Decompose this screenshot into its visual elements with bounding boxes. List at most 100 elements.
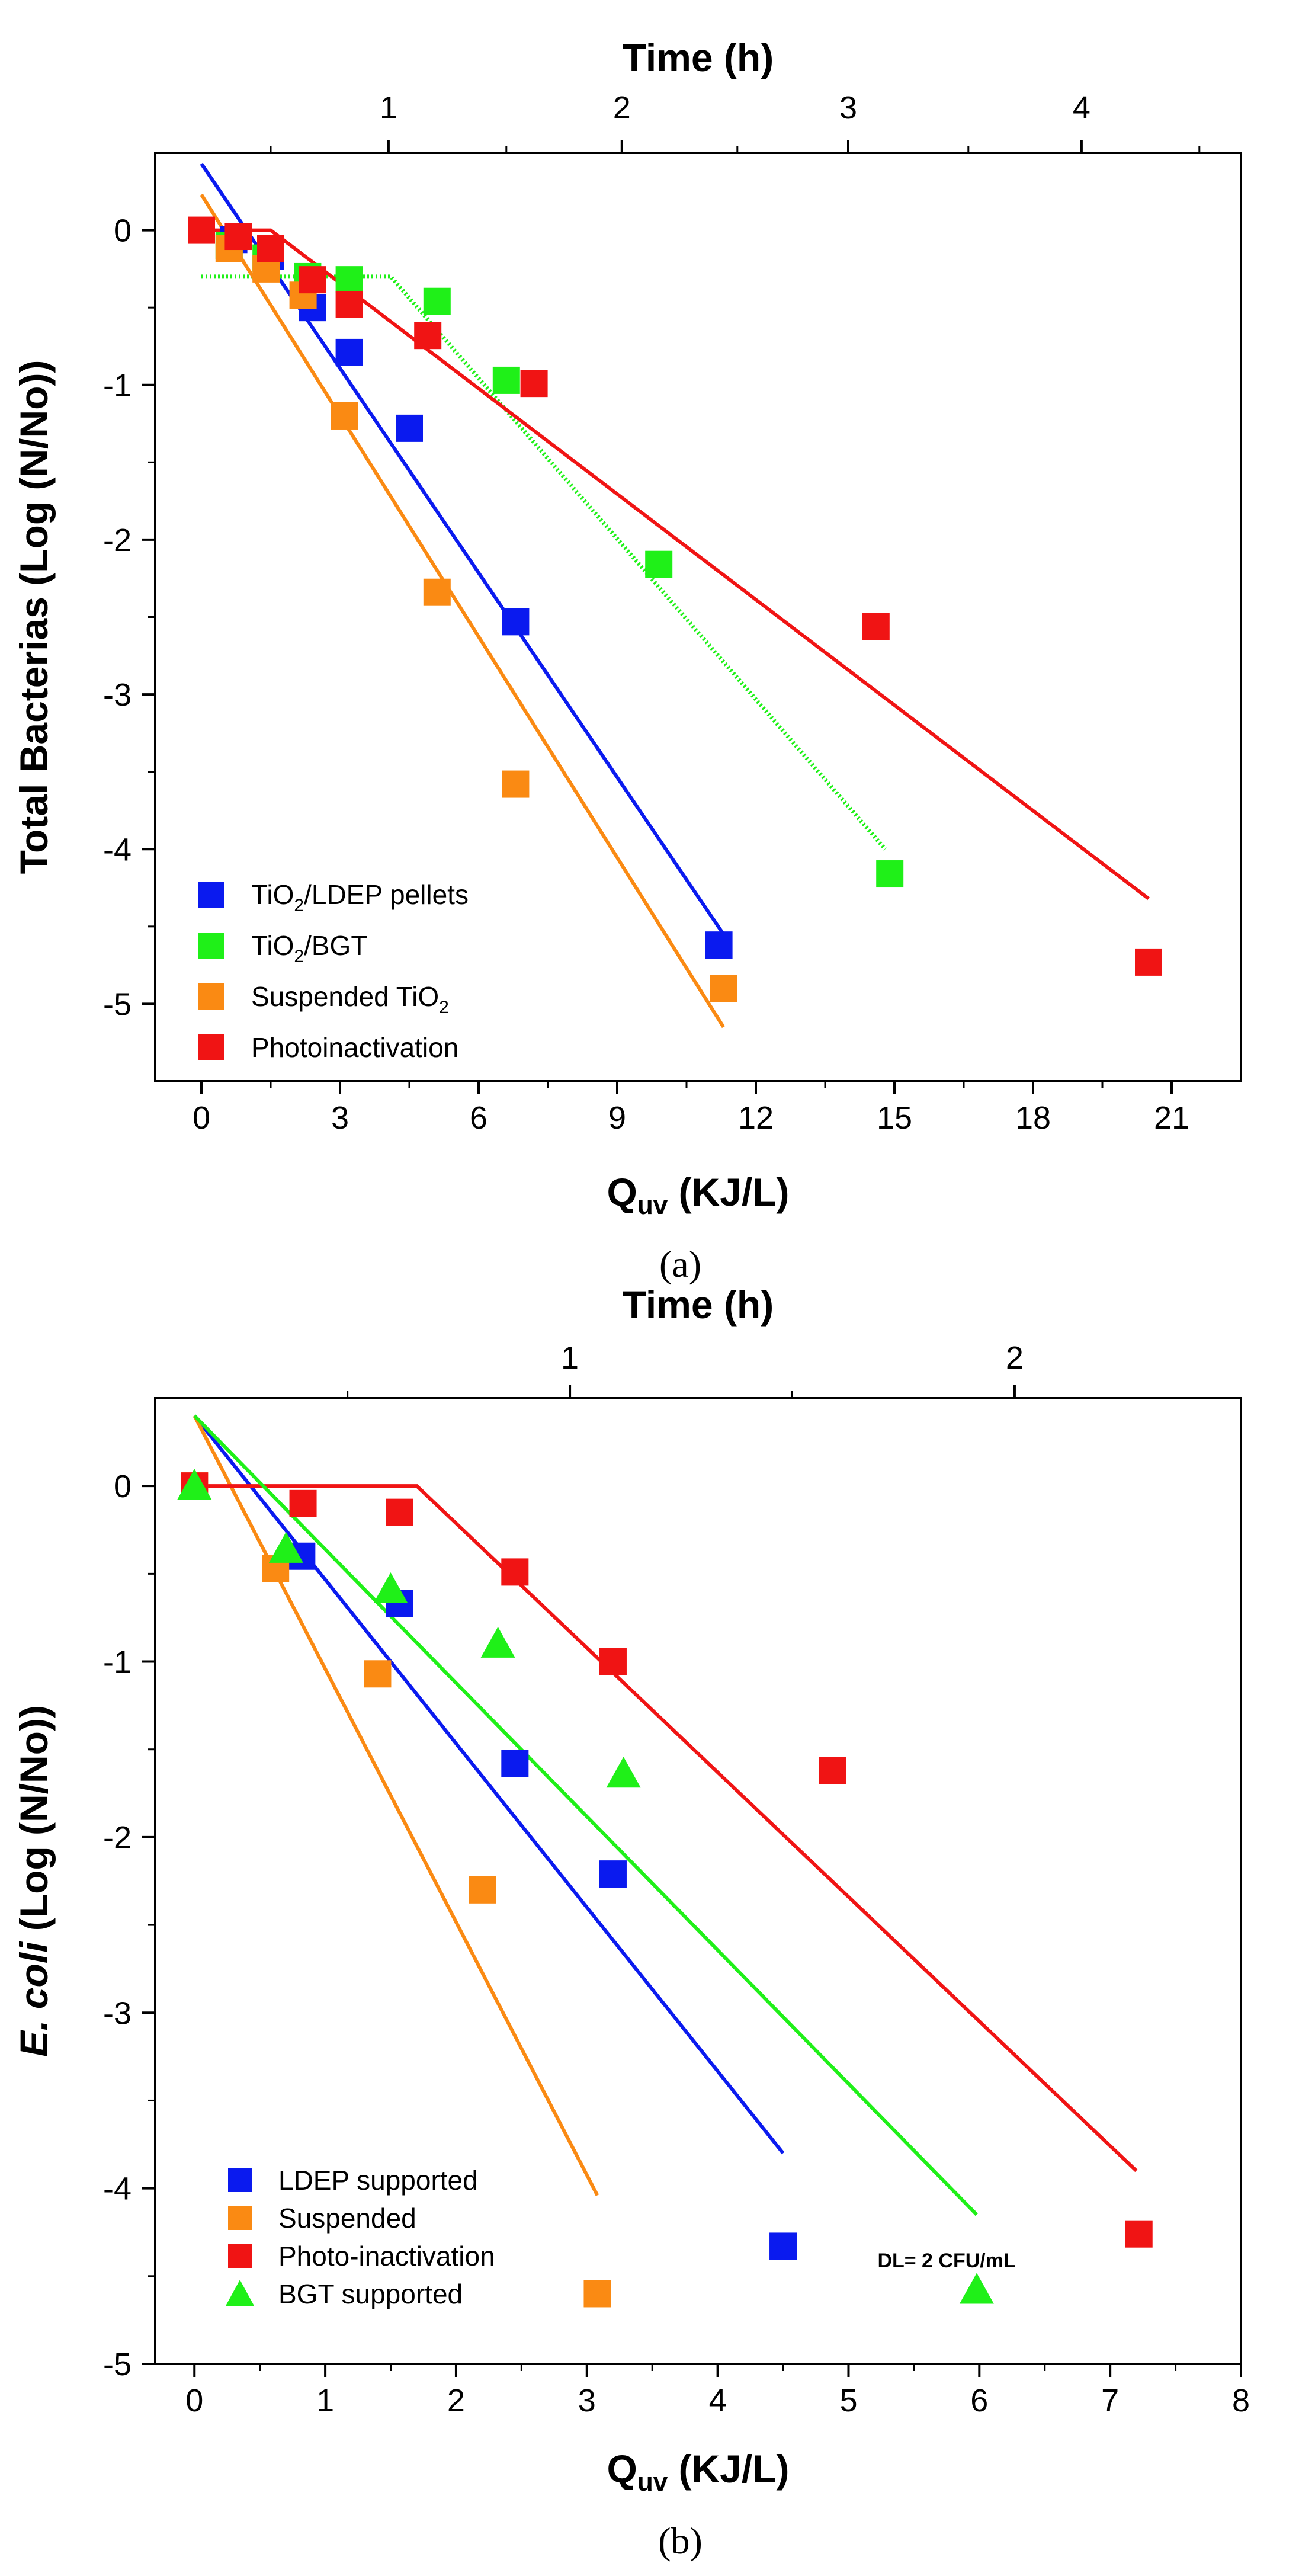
fit-line-1-0 bbox=[193, 1414, 785, 2155]
data-point-triangle bbox=[480, 1626, 515, 1658]
x-tick-label: 7 bbox=[1101, 2383, 1119, 2418]
legend-label: Photoinactivation bbox=[251, 1032, 458, 1063]
data-point-square bbox=[876, 860, 904, 888]
data-point-square bbox=[599, 1648, 627, 1675]
x-axis-title: Quv (KJ/L) bbox=[607, 2447, 789, 2497]
data-point-square bbox=[819, 1757, 846, 1784]
data-point-square bbox=[414, 322, 442, 350]
legend-swatch bbox=[228, 2168, 252, 2192]
data-point-square bbox=[335, 338, 363, 366]
legend-label-rest: /BGT bbox=[304, 930, 367, 961]
panel-label: (b) bbox=[658, 2520, 703, 2562]
y-tick-label: -1 bbox=[103, 368, 131, 403]
data-point-square bbox=[501, 1750, 529, 1777]
y-tick-label: -2 bbox=[103, 1820, 131, 1856]
data-point-square bbox=[705, 931, 733, 959]
y-tick-label: 0 bbox=[114, 213, 131, 249]
legend-swatch bbox=[226, 2280, 254, 2306]
top-axis-title: Time (h) bbox=[623, 1283, 774, 1327]
data-point-square bbox=[423, 287, 451, 315]
x-tick-label: 8 bbox=[1232, 2383, 1250, 2418]
legend-label: Photo-inactivation bbox=[278, 2241, 495, 2271]
legend-label-main: TiO bbox=[251, 879, 294, 910]
y-axis-title: Total Bacterias (Log (N/No)) bbox=[12, 360, 56, 874]
x-tick-label: 21 bbox=[1154, 1100, 1189, 1136]
x-tick-label: 0 bbox=[185, 2383, 203, 2418]
data-point-square bbox=[501, 1558, 529, 1586]
data-point-square bbox=[386, 1498, 413, 1526]
fit-line-1-1 bbox=[193, 1415, 599, 2196]
legend-label: LDEP supported bbox=[278, 2165, 478, 2196]
data-point-triangle bbox=[959, 2273, 994, 2304]
data-point-square bbox=[1135, 948, 1162, 976]
legend-label-sub: 2 bbox=[294, 947, 304, 966]
x-tick-label: 4 bbox=[709, 2383, 727, 2418]
top-axis-title: Time (h) bbox=[623, 36, 774, 79]
x-tick-label: 6 bbox=[970, 2383, 988, 2418]
fit-line-1-2 bbox=[194, 1484, 1138, 2173]
y-tick-label: -4 bbox=[103, 2171, 131, 2207]
x-tick-label: 18 bbox=[1015, 1100, 1051, 1136]
y-tick-label: -5 bbox=[103, 2347, 131, 2382]
top-tick-label: 4 bbox=[1073, 90, 1090, 126]
data-point-square bbox=[520, 370, 548, 398]
x-axis-title: Quv (KJ/L) bbox=[607, 1170, 789, 1220]
legend-swatch bbox=[198, 1034, 224, 1060]
legend-label: Suspended bbox=[278, 2203, 416, 2234]
top-tick-label: 2 bbox=[1006, 1340, 1024, 1376]
x-axis-title-sub: uv bbox=[637, 2468, 668, 2497]
y-axis-title: E. coli (Log (N/No)) bbox=[12, 1705, 56, 2057]
y-tick-label: -2 bbox=[103, 523, 131, 558]
x-axis-title-unit: (KJ/L) bbox=[668, 1170, 789, 1214]
data-point-square bbox=[502, 770, 530, 798]
legend-label-main: Suspended TiO bbox=[251, 981, 439, 1012]
data-point-square bbox=[423, 578, 451, 606]
top-tick-label: 2 bbox=[613, 90, 631, 126]
data-point-square bbox=[583, 2280, 611, 2308]
x-tick-label: 6 bbox=[470, 1100, 487, 1136]
data-point-square bbox=[335, 290, 363, 318]
legend-label-sub: 2 bbox=[439, 998, 449, 1017]
plot-frame bbox=[154, 1397, 1242, 2365]
fit-line-0-0 bbox=[200, 162, 725, 935]
legend-label: BGT supported bbox=[278, 2279, 463, 2309]
data-point-square bbox=[224, 223, 252, 251]
legend-label-main: Photoinactivation bbox=[251, 1032, 458, 1063]
data-point-triangle bbox=[177, 1469, 212, 1500]
legend-swatch bbox=[228, 2206, 252, 2230]
y-tick-label: -3 bbox=[103, 677, 131, 713]
x-tick-label: 5 bbox=[839, 2383, 857, 2418]
top-tick-label: 1 bbox=[561, 1340, 579, 1376]
y-tick-label: -4 bbox=[103, 832, 131, 867]
y-tick-label: 0 bbox=[114, 1469, 131, 1504]
data-point-square bbox=[862, 613, 890, 640]
data-point-triangle bbox=[606, 1757, 641, 1788]
y-axis-title-rest: (Log (N/No)) bbox=[12, 1705, 56, 1942]
x-tick-label: 3 bbox=[578, 2383, 596, 2418]
chart-panel-b: 0 1 2 3 4 5 6 7 8 0 -1 -2 -3 -4 -5 1 2 Time (h) Quv (KJ/L)… bbox=[12, 1283, 1250, 2562]
detection-limit-annotation: DL= 2 CFU/mL bbox=[877, 2250, 1015, 2272]
legend-label: Suspended TiO2 bbox=[251, 981, 449, 1017]
x-tick-label: 1 bbox=[316, 2383, 334, 2418]
legend-swatch bbox=[198, 882, 224, 908]
fit-line-0-1 bbox=[201, 274, 887, 851]
top-tick-label: 1 bbox=[380, 90, 397, 126]
data-point-triangle bbox=[268, 1531, 303, 1563]
data-point-square bbox=[710, 975, 737, 1002]
legend-swatch bbox=[198, 983, 224, 1010]
x-tick-label: 3 bbox=[331, 1100, 349, 1136]
y-tick-label: -3 bbox=[103, 1995, 131, 2031]
y-tick-label: -5 bbox=[103, 986, 131, 1022]
data-point-triangle bbox=[373, 1572, 408, 1604]
data-point-square bbox=[502, 608, 530, 636]
y-tick-label: -1 bbox=[103, 1645, 131, 1680]
x-axis-title-sub: uv bbox=[637, 1191, 668, 1220]
legend-label-main: TiO bbox=[251, 930, 294, 961]
legend-swatch bbox=[228, 2244, 252, 2268]
data-point-square bbox=[645, 550, 673, 578]
y-axis-title-italic: E. coli bbox=[12, 1941, 56, 2057]
data-point-square bbox=[331, 402, 358, 430]
data-point-square bbox=[599, 1860, 627, 1888]
x-tick-label: 0 bbox=[193, 1100, 210, 1136]
